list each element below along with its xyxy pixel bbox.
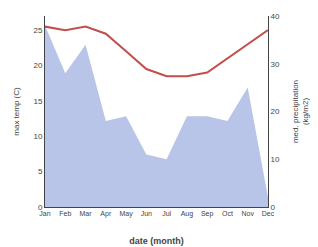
svg-text:Mar: Mar	[80, 210, 93, 217]
svg-text:Feb: Feb	[59, 210, 71, 217]
svg-text:15: 15	[33, 97, 42, 106]
svg-text:date (month): date (month)	[129, 236, 184, 246]
svg-text:max temp (C): max temp (C)	[12, 87, 21, 136]
svg-text:0: 0	[271, 203, 276, 212]
svg-text:Jan: Jan	[39, 210, 50, 217]
svg-text:40: 40	[271, 12, 280, 21]
svg-text:med. precipitation(kg/m2): med. precipitation(kg/m2)	[291, 80, 310, 143]
svg-text:Dec: Dec	[262, 210, 275, 217]
svg-text:25: 25	[33, 26, 42, 35]
svg-text:20: 20	[271, 107, 280, 116]
svg-text:Nov: Nov	[242, 210, 255, 217]
svg-text:20: 20	[33, 61, 42, 70]
svg-text:May: May	[119, 210, 133, 218]
svg-text:5: 5	[38, 167, 43, 176]
svg-text:Oct: Oct	[222, 210, 233, 217]
svg-text:Sep: Sep	[201, 210, 214, 218]
svg-text:Jul: Jul	[162, 210, 171, 217]
svg-text:10: 10	[33, 132, 42, 141]
svg-text:0: 0	[38, 203, 43, 212]
svg-text:Aug: Aug	[181, 210, 194, 218]
svg-text:Apr: Apr	[100, 210, 112, 218]
svg-text:Jun: Jun	[141, 210, 152, 217]
svg-text:10: 10	[271, 155, 280, 164]
svg-text:30: 30	[271, 60, 280, 69]
